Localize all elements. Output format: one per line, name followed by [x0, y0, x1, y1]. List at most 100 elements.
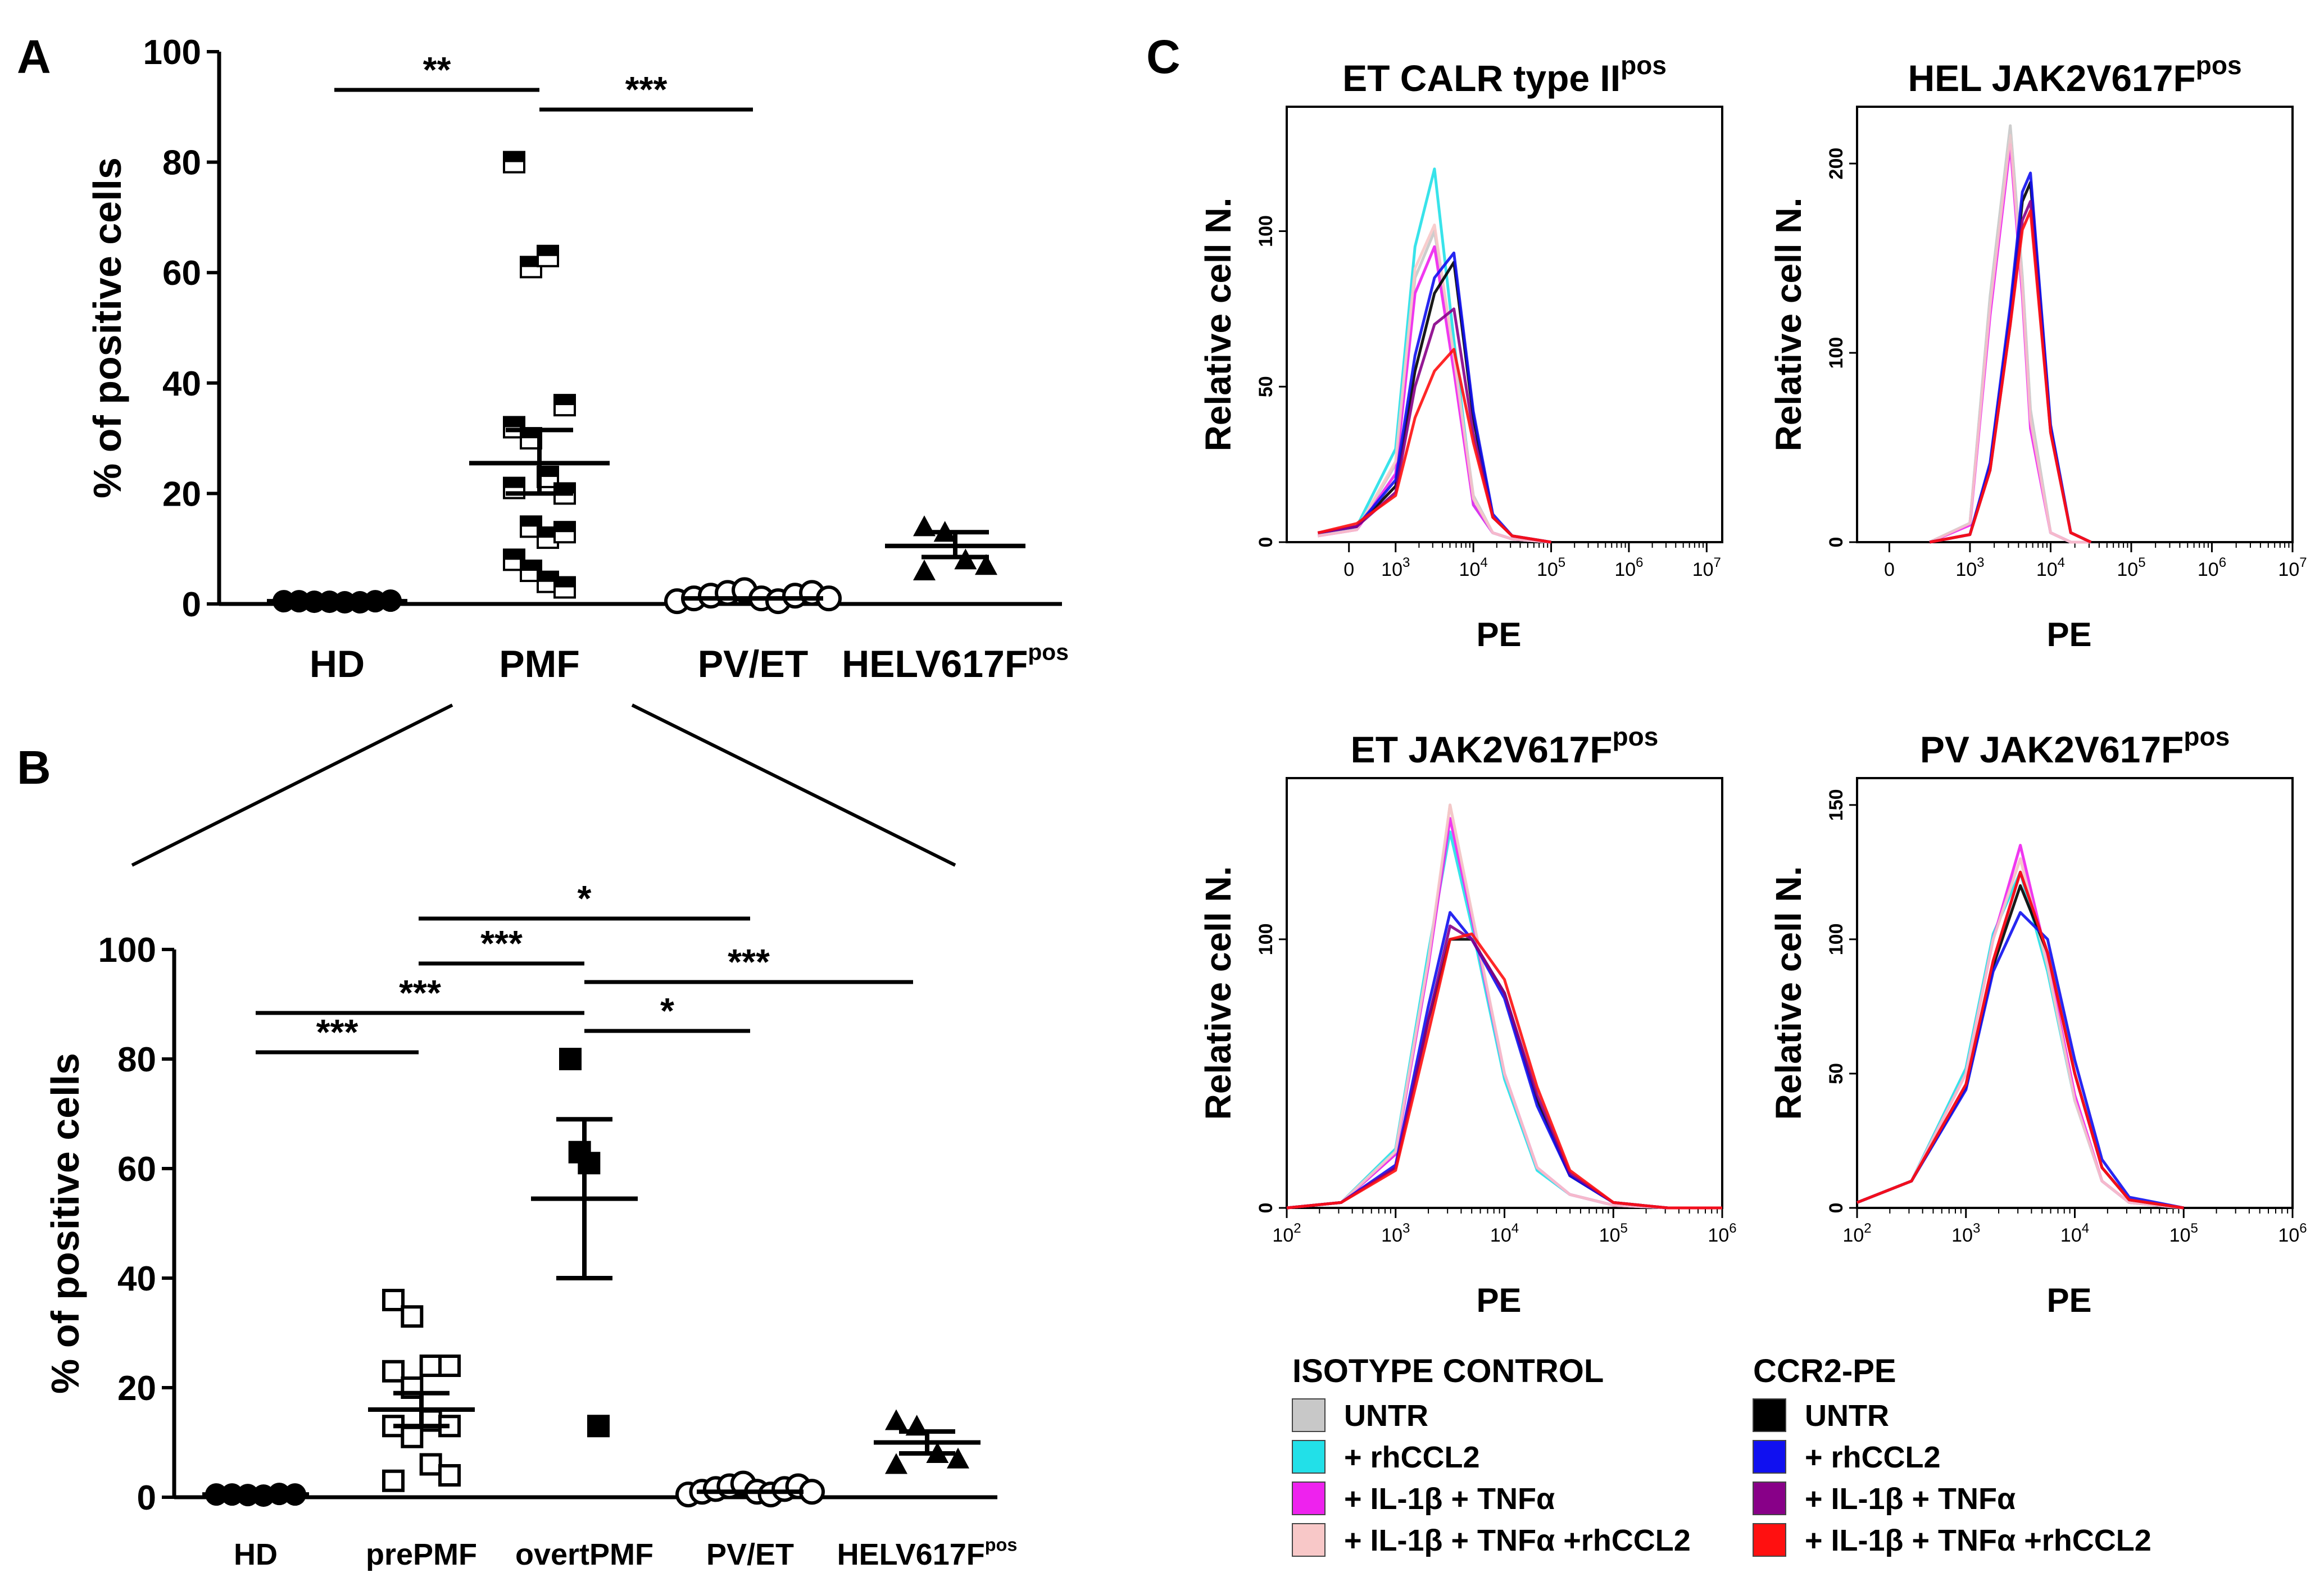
- significance-label: ***: [316, 1012, 358, 1052]
- histogram-3: ET JAK2V617Fpos PE Relative cell N. 0 100 102…: [1198, 722, 1737, 1319]
- legend-isotype-label: + IL-1β + TNFα: [1344, 1482, 1555, 1516]
- x-tick-label: 104: [2036, 555, 2065, 580]
- legend-isotype-swatch: [1292, 1482, 1326, 1515]
- marker-fill: [521, 516, 541, 527]
- y-tick-label: 50: [1826, 1063, 1847, 1084]
- x-tick-label: 103: [1955, 555, 1984, 580]
- histogram-series: [1318, 307, 1551, 544]
- x-category-superscript: pos: [985, 1535, 1018, 1555]
- x-tick-exponent: 4: [2058, 555, 2065, 570]
- histogram-series: [1317, 348, 1551, 544]
- legend-ccr2-swatch: [1753, 1482, 1786, 1515]
- data-point: [382, 1469, 405, 1492]
- data-point: [419, 1355, 442, 1377]
- y-axis-label: Relative cell N.: [1198, 198, 1238, 452]
- legend-ccr2-swatch: [1753, 1440, 1786, 1474]
- x-tick-label: 105: [2117, 555, 2145, 580]
- marker-fill: [521, 257, 541, 267]
- y-axis-label: Relative cell N.: [1768, 198, 1809, 452]
- x-tick-exponent: 4: [2082, 1221, 2089, 1236]
- marker-fill: [504, 549, 524, 560]
- x-category-superscript: pos: [1028, 639, 1069, 665]
- histogram-series: [1929, 171, 2092, 544]
- x-category-label: HD: [310, 643, 365, 685]
- marker-fill: [555, 395, 575, 406]
- x-tick-label: 0: [1884, 559, 1895, 580]
- panel-a: A 0 20 40 60 80 100 % of positive cells HD PMF PV…: [17, 30, 1069, 685]
- histogram-series: [1929, 134, 2091, 544]
- x-category-label: overtPMF: [515, 1538, 653, 1571]
- y-tick-label: 80: [117, 1040, 156, 1079]
- histogram-series: [1318, 261, 1551, 544]
- x-tick-label: 106: [1614, 555, 1643, 580]
- histogram-title-superscript: pos: [1613, 722, 1659, 751]
- marker-fill: [538, 466, 558, 477]
- legend-isotype-swatch: [1292, 1523, 1326, 1557]
- legend-ccr2-label: + IL-1β + TNFα +rhCCL2: [1805, 1524, 2151, 1557]
- y-tick-label: 0: [1255, 537, 1277, 548]
- data-point: [419, 1453, 442, 1476]
- y-tick-label: 100: [1826, 924, 1847, 956]
- x-tick-exponent: 6: [2219, 555, 2226, 570]
- x-tick-label: 105: [1599, 1221, 1628, 1246]
- histogram-2: HEL JAK2V617Fpos PE Relative cell N. 0 100 20…: [1768, 51, 2307, 653]
- histogram-series: [1857, 911, 2184, 1210]
- data-point: [559, 1048, 582, 1070]
- data-point: [537, 244, 559, 267]
- legend-ccr2-label: UNTR: [1805, 1399, 1889, 1433]
- y-tick-label: 60: [117, 1150, 156, 1189]
- marker-fill: [538, 528, 558, 538]
- x-tick-label: 104: [1490, 1221, 1519, 1246]
- y-tick-label: 0: [1255, 1203, 1277, 1214]
- x-category-label: prePMF: [366, 1538, 477, 1571]
- significance-label: ***: [480, 923, 523, 964]
- y-tick-label: 100: [143, 33, 201, 72]
- panel-b-plot: 0 20 40 60 80 100 % of positive cells HD prePMF o…: [43, 878, 1017, 1571]
- data-point: [975, 554, 997, 575]
- x-tick-exponent: 3: [1402, 555, 1410, 570]
- x-tick-exponent: 2: [1293, 1221, 1301, 1236]
- data-point: [503, 151, 525, 174]
- x-tick-exponent: 3: [1977, 555, 1984, 570]
- x-tick-label: 103: [1951, 1221, 1980, 1246]
- x-tick-exponent: 5: [1620, 1221, 1627, 1236]
- x-tick-label: 105: [1537, 555, 1565, 580]
- legend-isotype-label: + IL-1β + TNFα +rhCCL2: [1344, 1524, 1691, 1557]
- data-point: [587, 1415, 610, 1438]
- y-tick-label: 0: [137, 1479, 156, 1517]
- histogram-title-superscript: pos: [2196, 51, 2242, 80]
- plot-frame: [1856, 777, 2294, 1209]
- legend-isotype-swatch: [1292, 1398, 1326, 1432]
- legend-isotype-label: + rhCCL2: [1344, 1440, 1480, 1474]
- x-tick-exponent: 4: [1511, 1221, 1519, 1236]
- data-point: [438, 1464, 461, 1487]
- histogram-series: [1857, 884, 2184, 1210]
- legend-isotype-swatch: [1292, 1440, 1326, 1474]
- marker-fill: [521, 561, 541, 571]
- legend-ccr2-label: + IL-1β + TNFα: [1805, 1482, 2016, 1516]
- histogram-series: [1857, 844, 2184, 1210]
- legend-ccr2-swatch: [1753, 1523, 1786, 1557]
- x-tick-label: 107: [2278, 555, 2307, 580]
- x-tick-exponent: 2: [1864, 1221, 1871, 1236]
- y-tick-label: 40: [162, 365, 201, 403]
- data-point: [537, 526, 559, 549]
- histogram-series: [1286, 932, 1722, 1210]
- histogram-series: [1929, 200, 2092, 544]
- histogram-series: [1929, 209, 2092, 544]
- significance-label: *: [578, 878, 592, 919]
- panel-b: B 0 20 40 60 80 100 % of positive cells HD prePM…: [17, 741, 1017, 1571]
- x-tick-exponent: 7: [1714, 555, 1721, 570]
- y-tick-label: 0: [1826, 537, 1847, 548]
- data-point: [947, 1447, 969, 1469]
- data-point: [382, 1360, 405, 1383]
- histogram-title: PV JAK2V617Fpos: [1920, 722, 2230, 770]
- y-tick-label: 150: [1826, 789, 1847, 821]
- x-axis-label: PE: [2046, 1281, 2091, 1319]
- data-point: [401, 1425, 424, 1448]
- y-tick-label: 20: [162, 475, 201, 513]
- x-tick-label: 0: [1343, 559, 1354, 580]
- y-tick-label: 80: [162, 144, 201, 183]
- x-tick-exponent: 7: [2299, 555, 2307, 570]
- x-axis-label: PE: [1476, 616, 1521, 653]
